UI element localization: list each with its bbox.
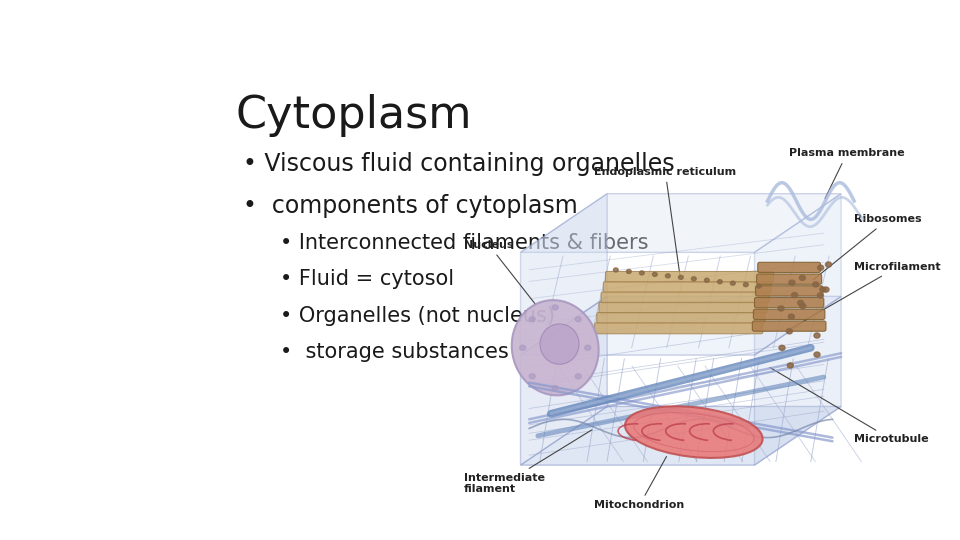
FancyBboxPatch shape — [597, 313, 765, 323]
Circle shape — [820, 287, 826, 292]
Polygon shape — [520, 194, 607, 355]
Text: Microtubule: Microtubule — [770, 368, 928, 444]
Text: •  storage substances: • storage substances — [280, 342, 509, 362]
Circle shape — [665, 274, 670, 278]
FancyBboxPatch shape — [603, 282, 772, 293]
Text: Cytoplasm: Cytoplasm — [235, 94, 471, 137]
Text: Endoplasmic reticulum: Endoplasmic reticulum — [594, 167, 736, 279]
Polygon shape — [520, 296, 607, 465]
Text: •  components of cytoplasm: • components of cytoplasm — [243, 194, 578, 218]
Text: • Fluid = cytosol: • Fluid = cytosol — [280, 269, 454, 289]
FancyBboxPatch shape — [601, 292, 769, 303]
Polygon shape — [520, 296, 841, 355]
FancyBboxPatch shape — [756, 274, 822, 284]
FancyBboxPatch shape — [599, 302, 767, 313]
Polygon shape — [755, 194, 841, 355]
Text: • Interconnected filaments & fibers: • Interconnected filaments & fibers — [280, 233, 648, 253]
Ellipse shape — [625, 406, 762, 458]
Circle shape — [779, 345, 785, 350]
Circle shape — [814, 333, 820, 338]
FancyBboxPatch shape — [606, 272, 774, 282]
Circle shape — [792, 293, 798, 298]
Text: Mitochondrion: Mitochondrion — [594, 456, 684, 510]
Circle shape — [575, 316, 581, 322]
FancyBboxPatch shape — [756, 286, 823, 296]
FancyBboxPatch shape — [754, 309, 825, 320]
Circle shape — [788, 314, 794, 319]
Circle shape — [789, 280, 795, 285]
Text: • Organelles (not nucleus): • Organelles (not nucleus) — [280, 306, 555, 326]
Circle shape — [575, 374, 581, 379]
Circle shape — [691, 277, 696, 281]
Polygon shape — [520, 407, 841, 465]
Circle shape — [529, 374, 536, 379]
Circle shape — [627, 269, 632, 273]
Text: Nucleus: Nucleus — [465, 240, 536, 305]
Text: Intermediate
filament: Intermediate filament — [465, 430, 591, 494]
FancyBboxPatch shape — [753, 321, 826, 331]
Circle shape — [800, 303, 805, 309]
Circle shape — [519, 345, 526, 350]
Circle shape — [731, 281, 735, 285]
Circle shape — [552, 305, 558, 310]
Text: Ribosomes: Ribosomes — [813, 214, 922, 280]
Polygon shape — [520, 194, 841, 252]
Circle shape — [823, 287, 829, 292]
Circle shape — [653, 272, 658, 276]
Circle shape — [756, 284, 761, 288]
Circle shape — [814, 352, 820, 357]
Circle shape — [798, 300, 804, 306]
Text: Microfilament: Microfilament — [792, 262, 941, 328]
Circle shape — [717, 280, 722, 284]
Circle shape — [552, 386, 558, 390]
Circle shape — [585, 345, 590, 350]
Circle shape — [818, 265, 824, 271]
Polygon shape — [755, 296, 841, 465]
Circle shape — [529, 316, 536, 322]
FancyBboxPatch shape — [755, 298, 824, 308]
Circle shape — [639, 271, 644, 275]
FancyBboxPatch shape — [757, 262, 821, 273]
Circle shape — [613, 268, 618, 272]
Circle shape — [800, 275, 805, 280]
Circle shape — [786, 329, 792, 334]
Circle shape — [813, 282, 819, 287]
Circle shape — [743, 282, 748, 287]
Text: Plasma membrane: Plasma membrane — [789, 148, 904, 199]
Circle shape — [778, 306, 784, 311]
Circle shape — [817, 293, 824, 298]
Circle shape — [787, 363, 793, 368]
Text: • Viscous fluid containing organelles: • Viscous fluid containing organelles — [243, 152, 674, 176]
Circle shape — [705, 278, 709, 282]
FancyBboxPatch shape — [594, 323, 763, 334]
Circle shape — [679, 275, 684, 279]
Ellipse shape — [512, 300, 599, 395]
Circle shape — [826, 262, 831, 267]
Ellipse shape — [540, 324, 579, 365]
